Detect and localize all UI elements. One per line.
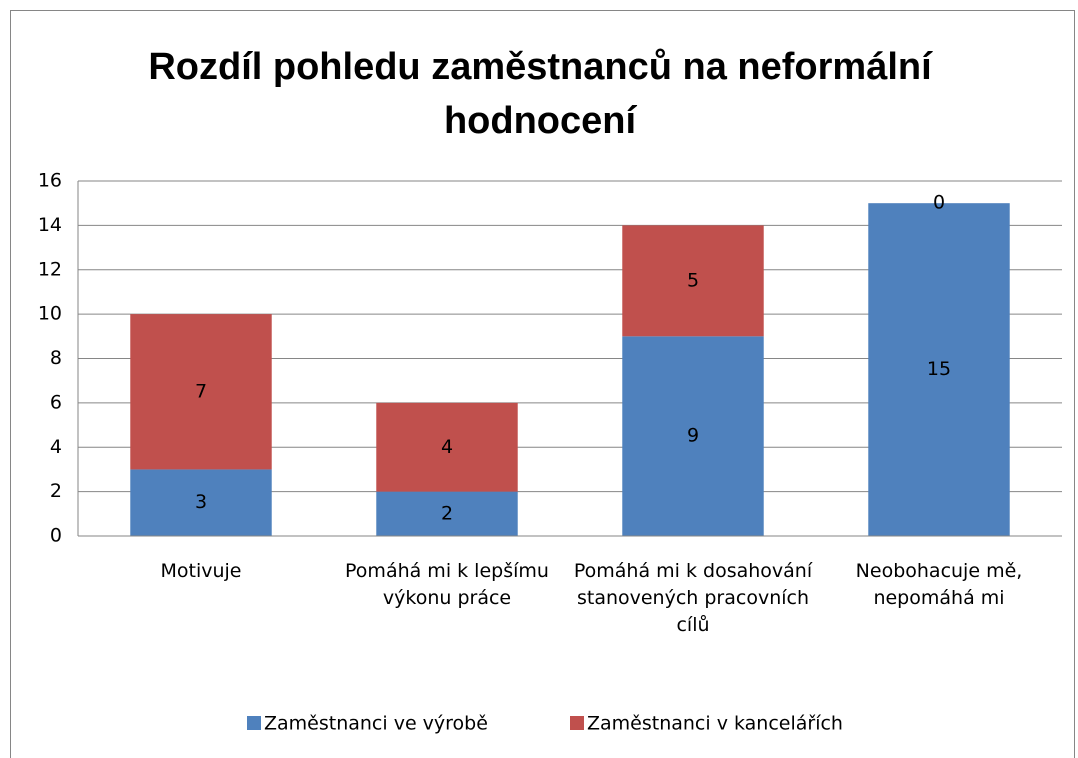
x-tick-label: Motivuje (160, 560, 242, 582)
data-label: 3 (195, 491, 207, 513)
data-label: 0 (933, 192, 945, 214)
y-tick-label: 14 (38, 214, 62, 236)
bar-segment (130, 314, 272, 470)
legend-label: Zaměstnanci v kancelářích (587, 713, 843, 735)
y-tick-label: 6 (50, 391, 62, 413)
y-tick-label: 12 (38, 258, 62, 280)
bar-segment (376, 491, 518, 536)
x-tick-label: Pomáhá mi k lepšímu výkonu práce (345, 560, 549, 609)
bar-segment (622, 225, 764, 337)
bar-segment (622, 336, 764, 536)
x-tick-label: Neobohacuje mě, nepomáhá mi (855, 560, 1023, 609)
y-tick-label: 10 (38, 303, 62, 325)
y-tick-label: 2 (50, 480, 62, 502)
x-tick-label: Pomáhá mi k dosahování stanovených praco… (573, 560, 813, 636)
y-tick-label: 16 (38, 170, 62, 192)
data-label: 9 (687, 425, 699, 447)
y-tick-label: 0 (50, 525, 62, 547)
bar-segment (376, 402, 518, 492)
legend-swatch (247, 716, 261, 730)
data-label: 7 (195, 380, 207, 402)
bar-segment (130, 469, 272, 536)
y-tick-label: 4 (50, 436, 62, 458)
bar-segment (868, 203, 1010, 536)
legend-label: Zaměstnanci ve výrobě (264, 713, 488, 735)
data-label: 4 (441, 436, 453, 458)
data-label: 2 (441, 502, 453, 524)
data-label: 5 (687, 269, 699, 291)
data-label: 15 (927, 358, 951, 380)
legend-swatch (570, 716, 584, 730)
y-tick-label: 8 (50, 347, 62, 369)
chart-border (10, 10, 1075, 758)
chart-title: Rozdíl pohledu zaměstnanců na neformální… (148, 46, 932, 142)
